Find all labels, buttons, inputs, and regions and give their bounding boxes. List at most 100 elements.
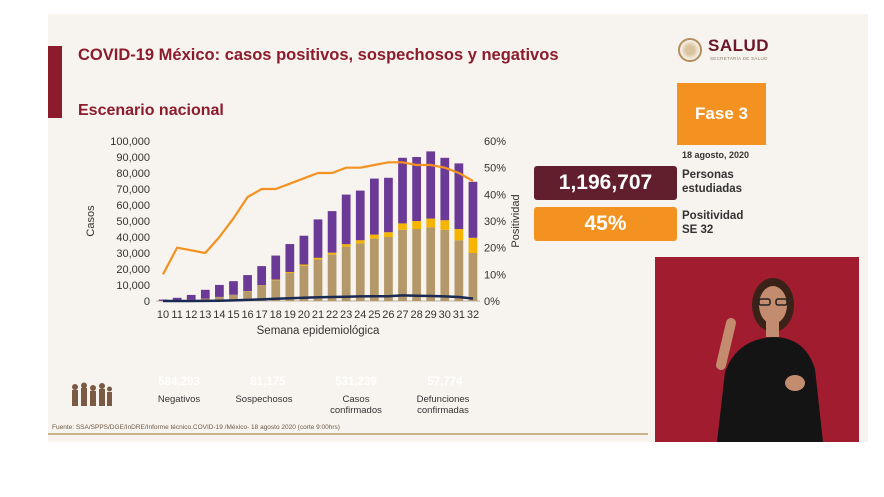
bar-segment — [313, 257, 323, 260]
bar-segment — [412, 157, 421, 221]
bar-segment — [454, 229, 464, 241]
bar-segment — [412, 221, 421, 229]
positivity-label: Positividad SE 32 — [682, 209, 743, 237]
people-studied-label-line1: Personas — [682, 169, 734, 181]
bar-segment — [299, 264, 309, 266]
bar-segment — [468, 181, 478, 238]
bar-segment — [369, 234, 379, 239]
y2-axis-title: Positividad — [510, 194, 522, 247]
x-tick-label: 15 — [227, 309, 239, 321]
x-tick-label: 30 — [439, 309, 451, 321]
x-tick-label: 10 — [157, 309, 169, 321]
y-tick-label: 20,000 — [116, 264, 150, 276]
people-studied-label-line2: estudiadas — [682, 183, 743, 195]
x-tick-label: 12 — [185, 309, 197, 321]
bar-segment — [440, 229, 450, 301]
x-tick-label: 18 — [270, 309, 282, 321]
x-tick-label: 31 — [453, 309, 465, 321]
positivity-line — [162, 161, 474, 275]
y2-tick-label: 60% — [484, 136, 506, 148]
bar-segment — [398, 223, 407, 230]
x-tick-label: 32 — [467, 309, 479, 321]
x-tick-label: 22 — [326, 309, 338, 321]
bar-segment — [426, 227, 436, 301]
y-tick-label: 80,000 — [116, 168, 150, 180]
bar-segment — [398, 229, 407, 301]
y-tick-label: 50,000 — [116, 216, 150, 228]
bar-segment — [271, 255, 281, 280]
bar-segment — [200, 289, 210, 299]
bar-segment — [341, 194, 351, 245]
bar-segment — [215, 284, 224, 297]
cases-chart: 0 10,000 20,000 30,000 40,000 50,000 60,000 70,… — [85, 136, 522, 337]
bar-segment — [426, 218, 436, 228]
positivity-value: 45% — [534, 207, 677, 241]
bar-segment — [468, 253, 478, 301]
bar-segment — [271, 280, 281, 301]
x-axis-title: Semana epidemiológica — [257, 325, 380, 337]
y2-tick-label: 0% — [484, 296, 500, 308]
y-tick-label: 40,000 — [116, 232, 150, 244]
x-tick-label: 11 — [171, 309, 182, 321]
footer-strip — [48, 433, 648, 435]
bar-segment — [440, 157, 450, 221]
bar-segment — [369, 238, 379, 301]
y2-tick-label: 50% — [484, 163, 506, 175]
x-tick-label: 20 — [298, 309, 310, 321]
bar-segment — [355, 190, 365, 241]
bar-segment — [229, 294, 238, 301]
x-tick-label: 28 — [410, 309, 422, 321]
legend-suspected-value: 81,175 — [250, 375, 286, 388]
bar-segment — [369, 178, 379, 235]
bar-segment — [229, 281, 238, 295]
bar-segment — [299, 265, 309, 301]
y2-tick-label: 30% — [484, 216, 506, 228]
bar-segment — [468, 237, 478, 253]
sign-language-interpreter-video — [655, 257, 859, 442]
x-tick-label: 14 — [213, 309, 225, 321]
bar-segment — [327, 211, 337, 253]
y2-tick-label: 10% — [484, 269, 506, 281]
legend-confirmed-value: 531,239 — [335, 375, 377, 388]
bar-segment — [341, 246, 351, 301]
interpreter-figure-icon — [716, 278, 823, 442]
x-tick-label: 24 — [354, 309, 366, 321]
bar-segment — [313, 219, 323, 258]
slide-title: COVID-19 México: casos positivos, sospec… — [78, 46, 559, 64]
positivity-label-line1: Positividad — [682, 210, 744, 222]
bar-segment — [327, 254, 337, 301]
bar-segment — [243, 275, 252, 292]
bar-segment — [271, 279, 281, 281]
bar-segment — [355, 240, 365, 244]
bar-segment — [285, 273, 295, 301]
logo-text: SALUD — [708, 36, 770, 55]
bar-segment — [186, 294, 196, 300]
legend-suspected-caption: Sospechosos — [235, 394, 293, 405]
y-tick-label: 70,000 — [116, 184, 150, 196]
bar-segment — [454, 240, 464, 301]
x-tick-label: 23 — [340, 309, 352, 321]
people-studied-value: 1,196,707 — [534, 166, 677, 200]
x-tick-label: 13 — [199, 309, 211, 321]
bar-segment — [299, 235, 309, 265]
bar-segment — [426, 151, 436, 219]
x-tick-label: 19 — [284, 309, 296, 321]
x-tick-label: 27 — [396, 309, 408, 321]
bar-segment — [384, 237, 393, 301]
bar-segment — [285, 272, 295, 273]
bar-segment — [440, 220, 450, 230]
bar-segment — [327, 252, 337, 255]
accent-bar — [48, 46, 62, 118]
y2-tick-label: 20% — [484, 243, 506, 255]
x-tick-label: 26 — [382, 309, 394, 321]
positivity-label-line2: SE 32 — [682, 224, 714, 236]
source-note: Fuente: SSA/SPPS/DGE/InDRE/Informe técni… — [52, 424, 340, 431]
y-tick-label: 90,000 — [116, 152, 150, 164]
people-studied-label: Personas estudiadas — [682, 168, 742, 196]
y-tick-label: 100,000 — [110, 136, 150, 148]
phase-badge: Fase 3 — [677, 83, 766, 145]
report-date: 18 agosto, 2020 — [682, 150, 750, 160]
y-tick-label: 10,000 — [116, 280, 150, 292]
legend-negatives-value: 584,293 — [158, 375, 200, 388]
bar-segment — [412, 229, 421, 301]
